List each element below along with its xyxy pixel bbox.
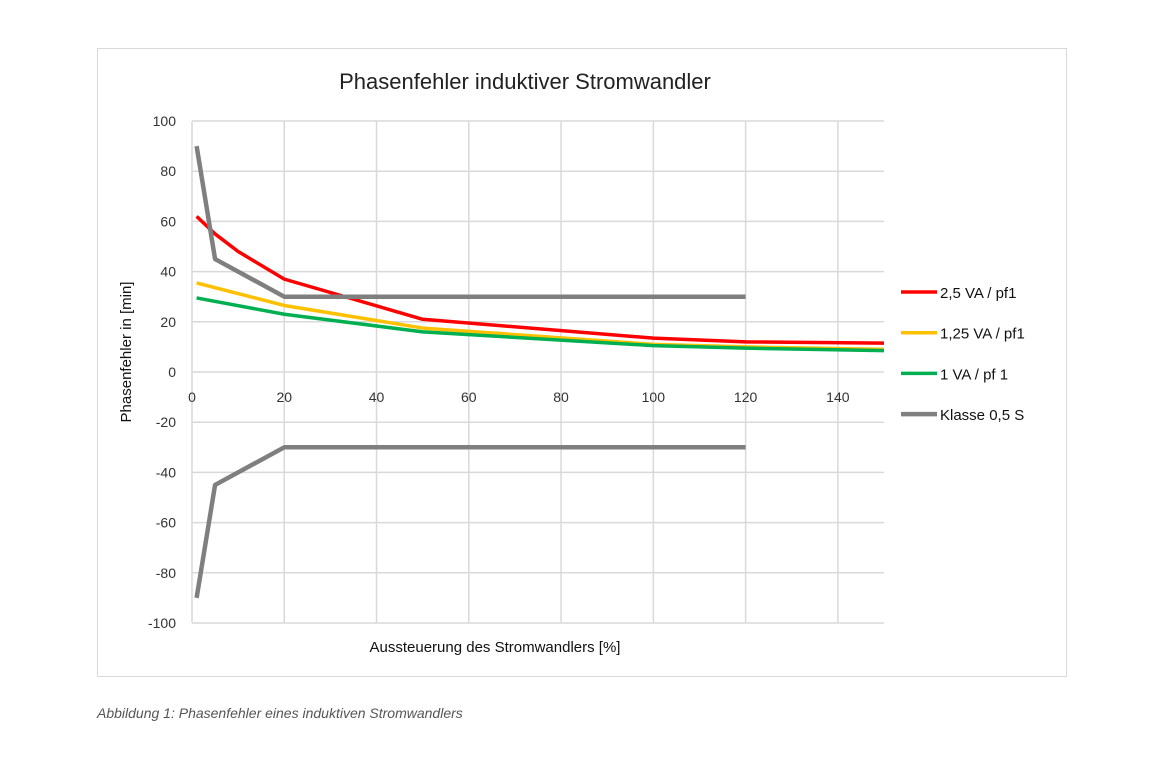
series-line-2 — [196, 296, 885, 353]
y-tick-label: -80 — [156, 565, 176, 581]
x-axis-label: Aussteuerung des Stromwandlers [%] — [370, 639, 621, 656]
y-axis-label: Phasenfehler in [min] — [118, 282, 135, 423]
x-tick-label: 80 — [553, 389, 569, 405]
y-tick-label: 80 — [160, 163, 176, 179]
chart-frame — [97, 48, 1067, 677]
x-tick-label: 20 — [276, 389, 292, 405]
legend-label: Klasse 0,5 S — [940, 407, 1024, 424]
y-tick-label: -40 — [156, 464, 176, 480]
series-line-3-lower — [194, 445, 746, 599]
x-tick-label: 140 — [826, 389, 850, 405]
series-line-3 — [194, 145, 746, 299]
y-tick-label: -60 — [156, 515, 176, 531]
y-tick-label: 0 — [168, 364, 176, 380]
legend-label: 1 VA / pf 1 — [940, 366, 1008, 383]
y-tick-label: 40 — [160, 264, 176, 280]
y-tick-label: -20 — [156, 414, 176, 430]
x-tick-label: 120 — [734, 389, 758, 405]
y-tick-label: 100 — [153, 113, 177, 129]
x-tick-label: 0 — [188, 389, 196, 405]
legend-label: 2,5 VA / pf1 — [940, 285, 1016, 302]
series-line-0 — [195, 215, 885, 345]
x-tick-label: 40 — [369, 389, 385, 405]
figure-caption: Abbildung 1: Phasenfehler eines induktiv… — [97, 705, 463, 721]
x-tick-label: 60 — [461, 389, 477, 405]
x-tick-label: 100 — [642, 389, 666, 405]
y-tick-label: 20 — [160, 314, 176, 330]
y-tick-label: 60 — [160, 213, 176, 229]
chart-title: Phasenfehler induktiver Stromwandler — [339, 69, 711, 94]
y-tick-label: -100 — [148, 615, 176, 631]
legend-label: 1,25 VA / pf1 — [940, 326, 1025, 343]
